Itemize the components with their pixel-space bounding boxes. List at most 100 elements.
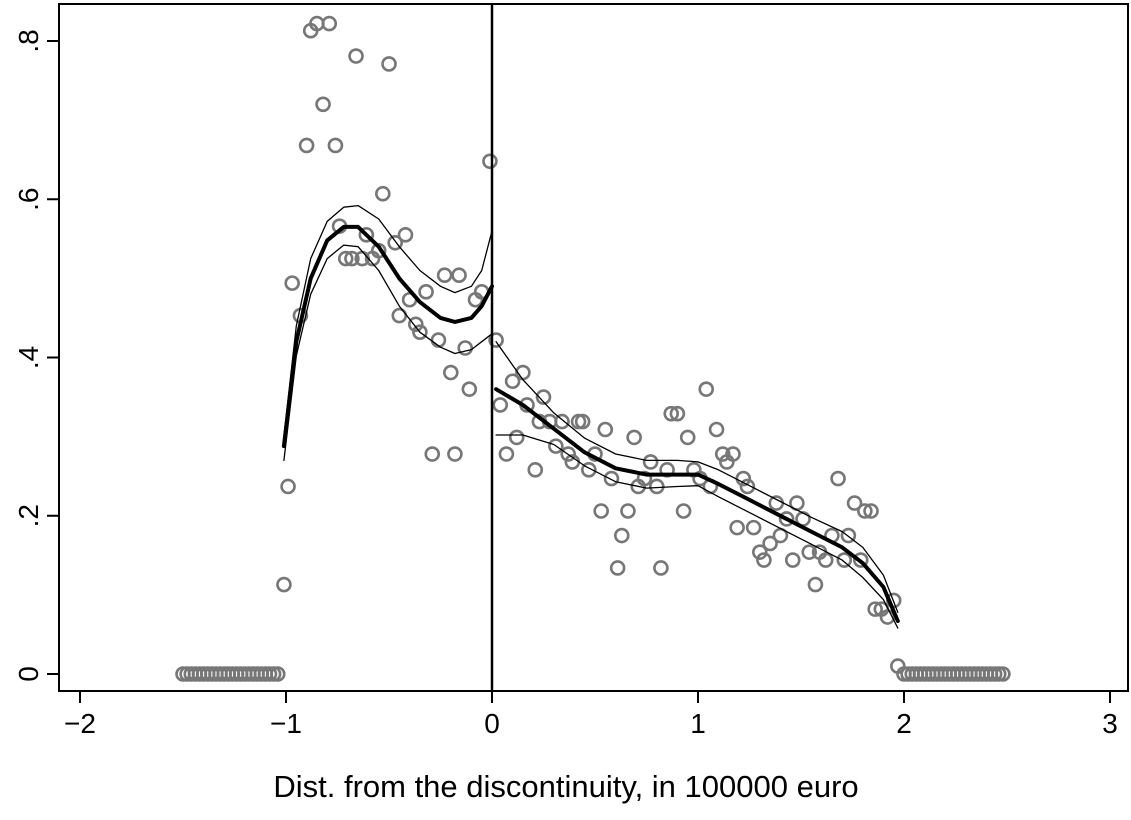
data-point bbox=[397, 227, 414, 243]
data-point bbox=[451, 267, 467, 284]
ci-lower-left-line bbox=[283, 244, 493, 462]
data-point bbox=[482, 153, 498, 170]
data-point bbox=[535, 389, 552, 405]
data-point bbox=[768, 495, 785, 511]
data-point bbox=[830, 470, 846, 487]
data-point bbox=[447, 446, 463, 462]
data-point bbox=[315, 96, 331, 113]
data-point bbox=[321, 15, 338, 32]
fit-right-line bbox=[494, 387, 900, 623]
data-point bbox=[675, 503, 692, 519]
data-point bbox=[745, 519, 762, 536]
fit-left-line bbox=[281, 224, 494, 449]
data-point bbox=[430, 332, 447, 348]
y-tick-label: .6 bbox=[13, 188, 44, 211]
data-point bbox=[648, 478, 665, 495]
data-point bbox=[801, 544, 818, 560]
data-point bbox=[581, 462, 597, 478]
x-tick-label: −2 bbox=[64, 708, 96, 739]
data-point bbox=[867, 601, 883, 617]
data-point bbox=[756, 552, 772, 568]
data-point bbox=[418, 284, 434, 300]
x-tick-label: −1 bbox=[270, 708, 302, 739]
x-axis-title: Dist. from the discontinuity, in 100000 … bbox=[273, 769, 858, 804]
y-tick-label: .4 bbox=[13, 346, 44, 369]
x-tick-label: 0 bbox=[484, 708, 500, 739]
data-point bbox=[836, 552, 853, 568]
data-point bbox=[358, 227, 375, 243]
data-point bbox=[461, 381, 478, 397]
data-point bbox=[663, 405, 680, 422]
y-tick-label: .8 bbox=[13, 29, 44, 52]
data-point bbox=[498, 446, 515, 462]
data-point bbox=[508, 429, 525, 446]
data-point bbox=[817, 552, 834, 568]
data-point bbox=[653, 560, 669, 576]
data-point bbox=[852, 552, 869, 568]
data-point bbox=[554, 413, 570, 430]
y-tick-label: .2 bbox=[13, 504, 44, 527]
data-point bbox=[284, 275, 300, 291]
data-point bbox=[269, 666, 286, 682]
ci-upper-left-line bbox=[283, 204, 493, 438]
data-point bbox=[412, 324, 428, 340]
x-tick-label: 2 bbox=[896, 708, 912, 739]
data-point bbox=[276, 576, 292, 593]
data-point bbox=[492, 397, 509, 413]
data-point bbox=[442, 364, 459, 381]
data-point bbox=[778, 511, 795, 527]
data-point bbox=[857, 503, 873, 519]
data-point bbox=[613, 527, 630, 544]
data-point bbox=[725, 446, 741, 462]
data-point bbox=[620, 503, 636, 519]
data-point bbox=[560, 446, 577, 462]
data-point bbox=[348, 48, 364, 64]
data-point bbox=[762, 535, 778, 552]
data-point bbox=[344, 250, 360, 267]
x-axis: −2 −1 0 1 2 3 bbox=[64, 691, 1118, 739]
ci-lower-right-line bbox=[495, 434, 899, 629]
data-point bbox=[708, 421, 725, 438]
data-point bbox=[381, 56, 397, 72]
data-point bbox=[669, 405, 686, 422]
data-point bbox=[391, 307, 408, 324]
data-point bbox=[863, 503, 879, 519]
y-axis: 0 .2 .4 .6 .8 bbox=[13, 29, 59, 682]
data-point bbox=[280, 478, 296, 495]
data-point bbox=[337, 250, 354, 267]
data-point bbox=[784, 552, 801, 568]
data-point bbox=[548, 438, 564, 454]
data-point bbox=[488, 332, 504, 348]
data-point bbox=[527, 462, 544, 478]
data-point bbox=[729, 519, 745, 536]
data-point bbox=[679, 429, 696, 446]
data-point bbox=[298, 137, 315, 154]
data-point bbox=[327, 137, 344, 154]
data-point bbox=[840, 527, 857, 544]
data-point bbox=[603, 470, 620, 487]
scatter-markers bbox=[175, 15, 1011, 682]
data-point bbox=[714, 446, 731, 462]
data-point bbox=[387, 234, 403, 251]
data-point bbox=[846, 495, 863, 511]
data-point bbox=[457, 340, 474, 356]
x-tick-label: 3 bbox=[1102, 708, 1118, 739]
data-point bbox=[424, 446, 441, 462]
fit-lines bbox=[281, 204, 900, 629]
data-point bbox=[995, 666, 1011, 682]
data-point bbox=[698, 381, 715, 397]
data-point bbox=[609, 560, 626, 576]
data-point bbox=[375, 185, 391, 202]
data-point bbox=[739, 478, 756, 495]
data-point bbox=[504, 373, 521, 390]
data-point bbox=[626, 429, 642, 446]
x-tick-label: 1 bbox=[690, 708, 706, 739]
data-point bbox=[642, 454, 659, 470]
data-point bbox=[751, 544, 768, 560]
ci-upper-right-line bbox=[495, 341, 899, 613]
y-tick-label: 0 bbox=[13, 666, 44, 682]
data-point bbox=[574, 413, 591, 430]
plot-frame bbox=[58, 3, 1129, 692]
data-point bbox=[597, 421, 614, 438]
data-point bbox=[807, 576, 824, 593]
